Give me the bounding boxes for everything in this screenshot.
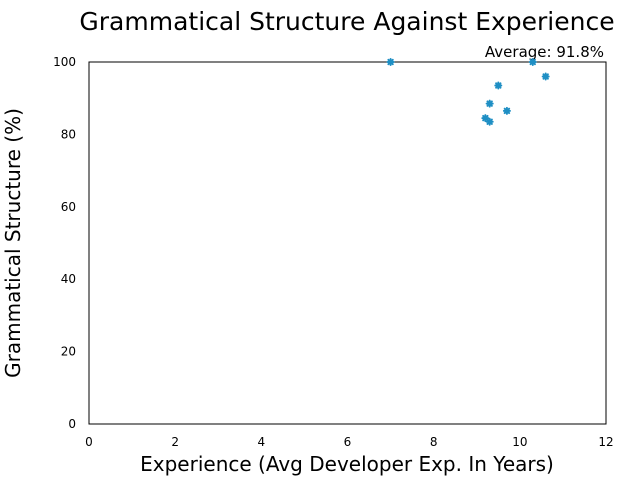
y-tick-label: 0 — [68, 417, 76, 431]
y-tick-label: 100 — [53, 55, 76, 69]
y-tick-label: 60 — [61, 200, 76, 214]
data-point — [386, 58, 395, 66]
chart-title: Grammatical Structure Against Experience — [79, 7, 614, 36]
x-tick-label: 4 — [258, 435, 266, 449]
data-points — [386, 58, 550, 126]
x-axis: 0 2 4 6 8 10 12 — [85, 435, 613, 449]
y-tick-label: 80 — [61, 127, 76, 141]
data-point — [502, 106, 511, 115]
data-point — [494, 81, 503, 90]
y-tick-label: 20 — [61, 345, 76, 359]
data-point — [528, 58, 537, 66]
data-point — [485, 99, 494, 108]
x-tick-label: 2 — [171, 435, 179, 449]
x-tick-label: 12 — [598, 435, 613, 449]
x-tick-label: 6 — [344, 435, 352, 449]
x-tick-label: 10 — [512, 435, 527, 449]
y-axis: 0 20 40 60 80 100 — [53, 55, 76, 431]
x-axis-label: Experience (Avg Developer Exp. In Years) — [140, 452, 554, 476]
plot-area — [88, 61, 607, 425]
data-point — [485, 117, 494, 126]
x-tick-label: 8 — [430, 435, 438, 449]
x-tick-label: 0 — [85, 435, 93, 449]
data-point — [541, 72, 550, 81]
y-tick-label: 40 — [61, 272, 76, 286]
y-axis-label: Grammatical Structure (%) — [1, 108, 25, 378]
average-annotation: Average: 91.8% — [485, 43, 604, 61]
